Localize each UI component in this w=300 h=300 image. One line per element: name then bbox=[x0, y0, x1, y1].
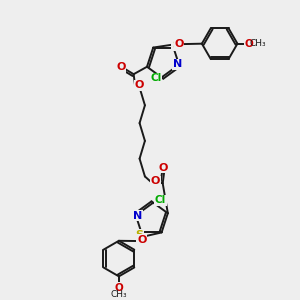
Text: Cl: Cl bbox=[155, 196, 166, 206]
Text: CH₃: CH₃ bbox=[249, 39, 266, 48]
Text: N: N bbox=[173, 59, 182, 69]
Text: O: O bbox=[245, 39, 254, 49]
Text: N: N bbox=[133, 211, 142, 220]
Text: O: O bbox=[116, 62, 126, 72]
Text: S: S bbox=[135, 230, 143, 240]
Text: O: O bbox=[151, 176, 160, 186]
Text: O: O bbox=[158, 163, 167, 173]
Text: O: O bbox=[135, 80, 144, 90]
Text: O: O bbox=[115, 283, 123, 292]
Text: O: O bbox=[137, 235, 146, 244]
Text: CH₃: CH₃ bbox=[111, 290, 127, 299]
Text: O: O bbox=[174, 39, 184, 49]
Text: Cl: Cl bbox=[150, 73, 161, 83]
Text: S: S bbox=[172, 40, 180, 50]
